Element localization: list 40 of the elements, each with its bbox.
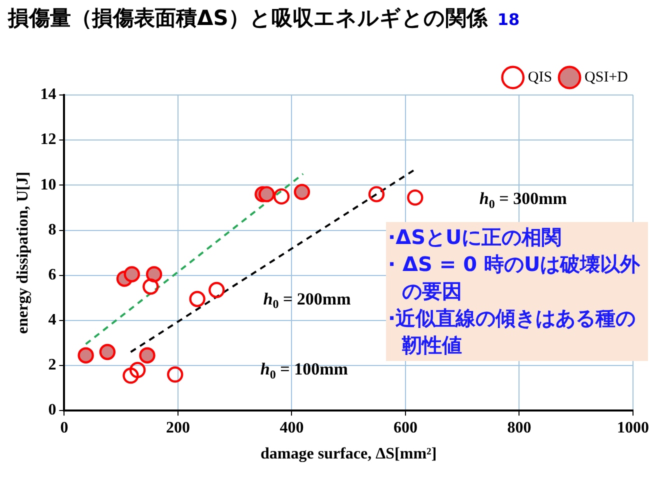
point	[208, 282, 225, 298]
point	[258, 186, 275, 202]
point	[189, 290, 206, 308]
x-tick-label: 600	[393, 419, 418, 436]
y-axis-title: energy dissipation, U[J]	[14, 172, 32, 334]
annotation: ·近似直線の傾きはある種の靭性値	[388, 305, 637, 359]
x-tick-label: 0	[60, 419, 68, 436]
y-tick-label: 8	[48, 221, 56, 238]
y-tick-label: 12	[40, 131, 56, 148]
chart-title: 損傷量（損傷表面積ΔS）と吸収エネルギとの関係	[8, 6, 488, 30]
point	[273, 188, 290, 205]
point	[167, 366, 184, 383]
legend-label: QIS	[528, 69, 552, 86]
note-box: ·ΔSとUに正の相関 · ΔS = 0 時のUは破壊以外の要因 ·近似直線の傾きはある種の靭性値	[386, 222, 648, 361]
point	[99, 344, 116, 360]
point	[142, 278, 159, 295]
x-tick-label: 1000	[617, 419, 649, 436]
x-tick-label: 200	[166, 419, 190, 436]
y-tick-label: 14	[40, 86, 56, 104]
point	[122, 368, 139, 384]
annotation: ·ΔSとUに正の相関	[388, 224, 563, 251]
point	[129, 362, 146, 378]
text: 18	[497, 10, 520, 29]
point	[368, 186, 385, 202]
y-tick-label: 4	[48, 312, 56, 329]
x-tick-label: 800	[507, 419, 532, 436]
y-tick-label: 0	[48, 402, 56, 419]
y-tick-label: 10	[40, 176, 56, 194]
point	[139, 347, 156, 364]
point	[124, 266, 140, 282]
annotation: · ΔS = 0 時のUは破壊以外の要因	[388, 251, 642, 305]
y-tick-label: 6	[48, 266, 56, 284]
legend-label: QSI+D	[584, 69, 628, 86]
point	[407, 189, 424, 206]
y-tick-label: 2	[48, 356, 56, 374]
point	[146, 266, 162, 282]
x-tick-label: 400	[280, 419, 304, 436]
x-axis-title: damage surface, ΔS[mm²]	[260, 446, 437, 463]
point	[78, 347, 94, 364]
point	[294, 184, 310, 200]
